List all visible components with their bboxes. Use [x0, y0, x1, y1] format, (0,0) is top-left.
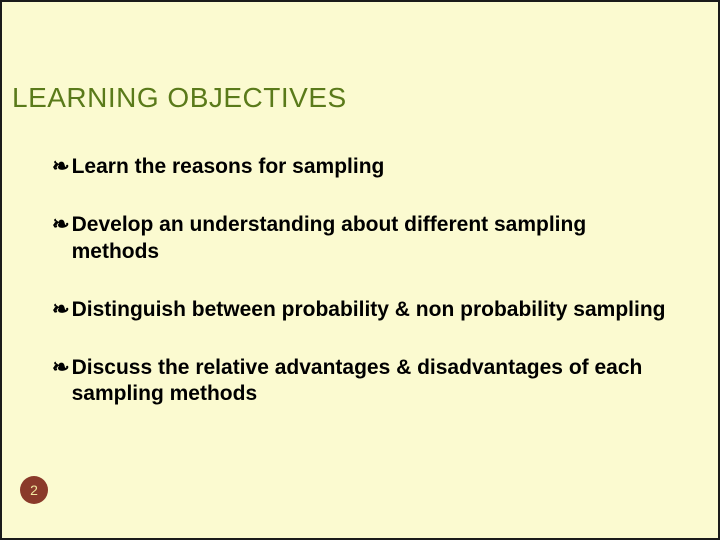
- list-item-text: Discuss the relative advantages & disadv…: [72, 355, 668, 408]
- list-item-text: Distinguish between probability & non pr…: [72, 297, 668, 323]
- bullet-icon: ❧: [52, 154, 70, 180]
- list-item: ❧ Distinguish between probability & non …: [52, 297, 668, 323]
- bullet-icon: ❧: [52, 355, 70, 381]
- list-item-text: Learn the reasons for sampling: [72, 154, 668, 180]
- bullet-icon: ❧: [52, 297, 70, 323]
- list-item: ❧ Learn the reasons for sampling: [52, 154, 668, 180]
- bullet-icon: ❧: [52, 212, 70, 238]
- list-item-text: Develop an understanding about different…: [72, 212, 668, 265]
- objectives-list: ❧ Learn the reasons for sampling ❧ Devel…: [2, 114, 718, 408]
- list-item: ❧ Develop an understanding about differe…: [52, 212, 668, 265]
- list-item: ❧ Discuss the relative advantages & disa…: [52, 355, 668, 408]
- page-number-badge: 2: [20, 476, 48, 504]
- slide-title: LEARNING OBJECTIVES: [2, 2, 718, 114]
- page-number: 2: [30, 482, 38, 498]
